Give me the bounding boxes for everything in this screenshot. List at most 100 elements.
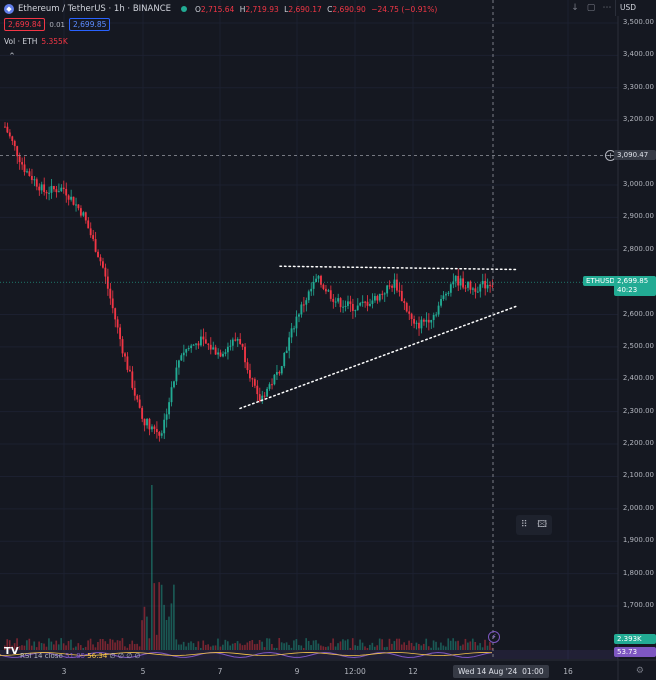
low-value: 2,690.17	[288, 4, 322, 14]
volume-bar	[469, 641, 472, 650]
candle-body	[253, 379, 256, 386]
snapshot-toolbar: ⠿ 🖾	[516, 515, 552, 535]
candle-body	[84, 212, 87, 221]
candle-body	[349, 301, 352, 304]
volume-bar	[376, 645, 379, 650]
candle-body	[302, 304, 305, 306]
candle-body	[50, 186, 53, 193]
candle-body	[236, 339, 239, 341]
volume-bar	[327, 646, 330, 650]
bar-countdown: 40:23	[617, 286, 638, 295]
volume-bar	[273, 647, 276, 650]
image-icon[interactable]: 🖾	[537, 520, 548, 530]
volume-bar	[143, 606, 146, 650]
volume-bar	[102, 639, 104, 650]
trade-buttons: 2,699.84 0.01 2,699.85	[4, 18, 111, 31]
volume-bar	[212, 645, 214, 650]
volume-bar	[133, 644, 136, 650]
volume-bar	[484, 639, 486, 650]
candle-body	[386, 285, 389, 294]
volume-bar	[222, 644, 224, 650]
candle-body	[131, 371, 134, 388]
price-label: 2,100.00	[622, 471, 654, 480]
more-icon[interactable]: ⋯	[602, 3, 612, 13]
candle-body	[442, 295, 445, 300]
volume-bar	[400, 644, 403, 650]
rsi-label: RSI 14 close	[20, 652, 63, 660]
volume-bar	[224, 639, 227, 650]
volume-bar	[217, 638, 219, 650]
volume-bar	[457, 640, 459, 650]
candle-body	[476, 291, 479, 293]
volume-bar	[82, 647, 85, 650]
volume-bar	[121, 638, 124, 650]
candle-body	[170, 387, 173, 403]
volume-bar	[410, 642, 413, 650]
volume-bar	[295, 639, 298, 650]
candle-body	[97, 251, 99, 258]
volume-bar	[200, 647, 202, 650]
volume-bar	[16, 638, 18, 650]
candle-body	[489, 284, 491, 286]
rsi-legend[interactable]: RSI 14 close 51.85 56.34 ∅ ∅ ∅ ∅	[4, 652, 141, 660]
volume-bar	[481, 647, 484, 650]
volume-bar	[271, 644, 273, 650]
candle-body	[474, 288, 477, 292]
candle-body	[212, 347, 215, 350]
high-value: 2,719.93	[245, 4, 279, 14]
settings-gear-icon[interactable]: ⚙	[635, 666, 644, 676]
volume-bar	[261, 641, 263, 650]
candle-body	[391, 285, 393, 288]
maximize-icon[interactable]: ▢	[586, 3, 596, 13]
volume-bar	[351, 638, 354, 650]
ethereum-icon: ◆	[4, 4, 14, 14]
candle-body	[138, 399, 141, 408]
candle-body	[393, 279, 396, 288]
volume-bar	[53, 644, 55, 650]
volume-bar	[38, 641, 40, 650]
volume-bar	[471, 638, 474, 650]
rsi-value: 51.85	[65, 652, 86, 660]
price-label: 2,000.00	[622, 503, 654, 512]
volume-bar	[109, 638, 111, 650]
volume-bar	[175, 639, 178, 650]
indicator-icon[interactable]: ⚡	[488, 631, 500, 643]
volume-bar	[158, 582, 160, 650]
volume-bar	[476, 645, 479, 650]
volume-bar	[26, 640, 28, 650]
candle-body	[224, 352, 227, 354]
arrow-down-icon[interactable]: ↓	[571, 3, 579, 13]
currency-select[interactable]: USD	[615, 0, 656, 16]
volume-legend[interactable]: Vol · ETH 5.355K	[4, 37, 68, 46]
candle-body	[168, 402, 170, 415]
volume-bar	[67, 641, 70, 650]
volume-bar	[170, 603, 173, 650]
time-label: 12	[408, 667, 418, 676]
tradingview-logo-icon[interactable]: TV	[4, 646, 19, 657]
candle-body	[177, 360, 180, 368]
drag-handle-icon[interactable]: ⠿	[520, 520, 528, 530]
candle-body	[445, 293, 447, 296]
symbol-title[interactable]: Ethereum / TetherUS · 1h · BINANCE	[18, 4, 172, 14]
price-label: 2,500.00	[622, 341, 654, 350]
crosshair-date: Wed 14 Aug '24	[458, 667, 518, 676]
volume-bar	[359, 639, 361, 650]
candle-body	[13, 140, 16, 147]
buy-button[interactable]: 2,699.85	[69, 18, 111, 31]
candle-body	[263, 395, 266, 397]
candle-body	[116, 319, 119, 328]
volume-bar	[413, 646, 415, 650]
sell-button[interactable]: 2,699.84	[4, 18, 46, 31]
candle-body	[376, 296, 379, 301]
candle-body	[320, 275, 322, 285]
volume-bar	[334, 646, 337, 650]
candle-body	[160, 433, 163, 436]
collapse-legend-icon[interactable]: ⌃	[8, 52, 16, 62]
volume-bar	[151, 485, 153, 650]
candle-body	[486, 284, 489, 289]
candle-body	[364, 301, 366, 303]
top-right-toolbar: ↓ ▢ ⋯ USD	[567, 0, 656, 16]
volume-bar	[440, 642, 442, 650]
candle-body	[449, 284, 452, 293]
